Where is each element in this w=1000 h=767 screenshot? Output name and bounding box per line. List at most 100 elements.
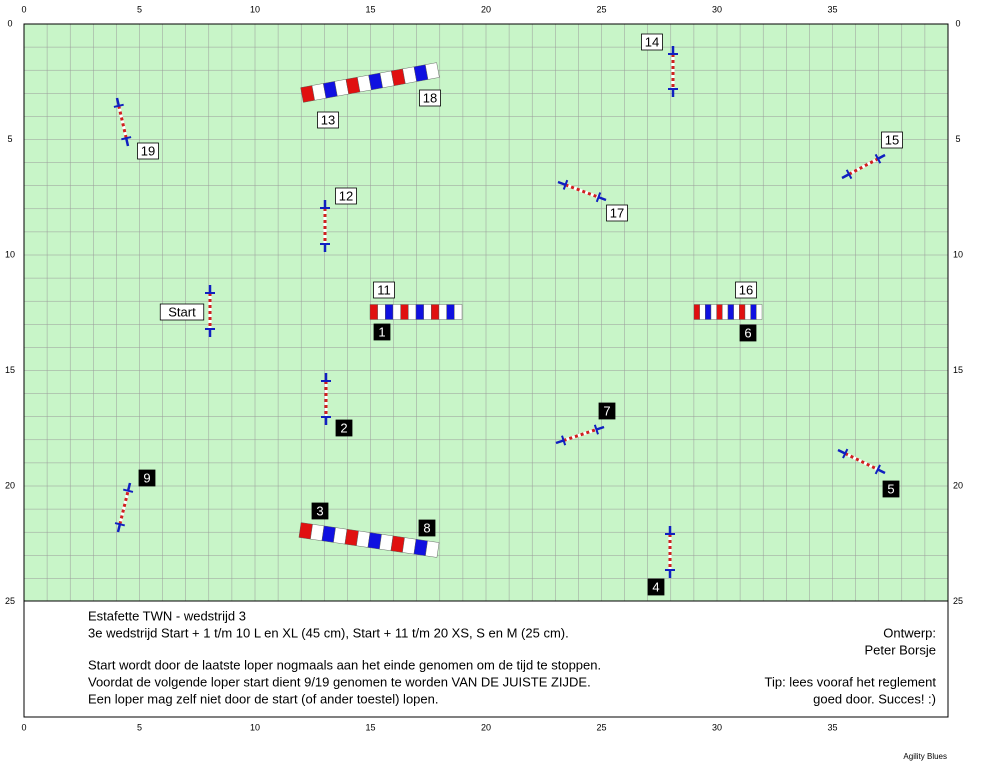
x-axis-label: 0 <box>21 4 26 14</box>
jump-bar <box>844 452 879 471</box>
tunnel-segment <box>423 304 432 320</box>
x-axis-label: 5 <box>137 722 142 732</box>
x-axis-label: 25 <box>596 4 606 14</box>
label-box <box>419 89 441 107</box>
tunnel-segment <box>693 304 700 320</box>
jump-post <box>114 522 125 527</box>
tip: goed door. Succes! :) <box>813 691 936 706</box>
jump-post <box>121 136 132 141</box>
x-axis-label: 30 <box>712 4 722 14</box>
label-box <box>881 131 903 149</box>
info-line: Start wordt door de laatste loper nogmaa… <box>88 657 601 672</box>
tunnel-segment <box>367 532 382 550</box>
label-box <box>373 281 395 299</box>
grid <box>24 24 948 601</box>
jump-post <box>123 488 134 493</box>
tunnel-segment <box>344 529 359 546</box>
obstacle-label: 12 <box>339 188 353 203</box>
obstacle-label: 13 <box>321 112 335 127</box>
obstacle-label: 2 <box>340 420 347 435</box>
label-box <box>647 578 665 596</box>
jump-bar <box>563 428 597 442</box>
label-box <box>418 519 436 537</box>
tunnel-segment <box>722 304 729 320</box>
label-box <box>138 469 156 487</box>
x-axis-label: 35 <box>827 4 837 14</box>
tunnel-segment <box>716 304 723 320</box>
x-axis-label: 35 <box>827 722 837 732</box>
footer: Agility Blues <box>903 752 947 761</box>
label-box <box>739 324 757 342</box>
tunnel <box>693 304 763 320</box>
obstacle-label: 19 <box>141 143 155 158</box>
label-box <box>159 303 205 321</box>
label-box <box>373 323 391 341</box>
tunnel-segment <box>727 304 734 320</box>
y-axis-label: 0 <box>7 18 12 28</box>
x-axis-label: 20 <box>481 4 491 14</box>
x-axis-label: 15 <box>365 4 375 14</box>
tunnel-segment <box>402 537 417 555</box>
tip: Tip: lees vooraf het reglement <box>765 674 937 689</box>
info-line: 3e wedstrijd Start + 1 t/m 10 L en XL (4… <box>88 625 569 640</box>
design-label: Ontwerp: <box>883 625 936 640</box>
tunnel-segment <box>756 304 763 320</box>
x-axis-label: 0 <box>21 722 26 732</box>
x-axis-label: 15 <box>365 722 375 732</box>
label-box <box>137 142 159 160</box>
tunnel <box>300 62 440 103</box>
tunnel-segment <box>333 527 348 545</box>
tunnel-segment <box>739 304 746 320</box>
tunnel-segment <box>750 304 757 320</box>
jump-post <box>595 192 602 203</box>
tunnel <box>298 522 440 558</box>
y-axis-label: 20 <box>5 480 15 490</box>
obstacle-label: 7 <box>603 403 610 418</box>
y-axis-label: 15 <box>953 365 963 375</box>
obstacle-label: 16 <box>739 282 753 297</box>
obstacle-label: 6 <box>744 325 751 340</box>
tunnel-segment <box>425 62 440 80</box>
jump-bar <box>118 490 130 525</box>
y-axis-label: 10 <box>953 249 963 259</box>
tunnel-segment <box>438 304 447 320</box>
tunnel-segment <box>392 304 401 320</box>
tunnel-segment <box>390 535 405 553</box>
y-axis-label: 0 <box>955 18 960 28</box>
y-axis-label: 5 <box>7 134 12 144</box>
y-axis-label: 15 <box>5 365 15 375</box>
x-axis-label: 5 <box>137 4 142 14</box>
tunnel-segment <box>710 304 717 320</box>
tunnel-segment <box>321 525 336 543</box>
jump-post <box>842 448 849 459</box>
jump-bar <box>117 105 128 139</box>
label-box <box>598 402 616 420</box>
tunnel <box>369 304 463 320</box>
obstacle-label: 5 <box>887 481 894 496</box>
tunnel-segment <box>454 304 463 320</box>
obstacle-label: 3 <box>316 503 323 518</box>
tunnel-segment <box>415 304 424 320</box>
info-panel <box>23 600 949 718</box>
jump-post <box>845 169 853 180</box>
y-axis-label: 20 <box>953 480 963 490</box>
obstacle-label: 18 <box>423 90 437 105</box>
y-axis-label: 10 <box>5 249 15 259</box>
obstacle-label: 11 <box>377 282 391 297</box>
x-axis-label: 20 <box>481 722 491 732</box>
y-axis-label: 5 <box>955 134 960 144</box>
info-title: Estafette TWN - wedstrijd 3 <box>88 608 246 623</box>
tunnel-segment <box>379 534 394 551</box>
info-line: Een loper mag zelf niet door de start (o… <box>88 691 438 706</box>
obstacle-label: 14 <box>645 34 659 49</box>
jump-bar <box>848 157 879 176</box>
info-line: Voordat de volgende loper start dient 9/… <box>88 674 591 689</box>
tunnel-segment <box>425 540 440 558</box>
x-axis-label: 10 <box>250 722 260 732</box>
tunnel-segment <box>356 530 371 548</box>
label-box <box>311 502 329 520</box>
tunnel-segment <box>699 304 706 320</box>
jump-post <box>113 103 124 108</box>
